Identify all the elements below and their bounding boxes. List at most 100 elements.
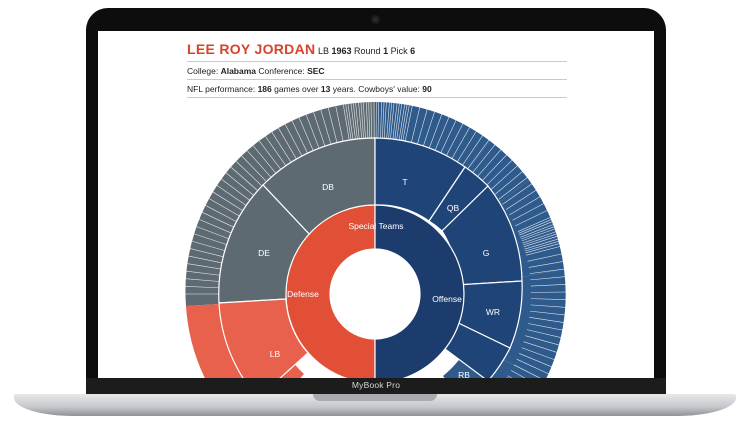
leaf-divider	[519, 353, 553, 368]
leaf-divider	[486, 159, 513, 186]
leaf-divider	[201, 211, 235, 228]
leaf-divider	[498, 177, 528, 200]
leaf-divider	[528, 323, 564, 331]
segment-defense[interactable]	[285, 204, 376, 379]
leaf-divider	[298, 117, 314, 151]
leaf-divider	[429, 113, 443, 148]
leaf-divider	[477, 149, 502, 177]
leaf-divider	[467, 139, 490, 169]
leaf-divider	[382, 102, 385, 139]
leaf-divider	[526, 245, 562, 256]
leaf-divider	[392, 103, 398, 140]
label-g: G	[483, 248, 490, 258]
leaf-divider	[271, 131, 292, 163]
leaf-divider	[241, 155, 267, 182]
leaf-divider	[472, 144, 496, 173]
leaf-divider	[520, 226, 555, 240]
draft-pick: 6	[410, 46, 416, 56]
leaf-divider	[528, 261, 565, 268]
leaf-divider	[313, 112, 326, 147]
segment-offense[interactable]	[374, 204, 465, 379]
leaf-divider	[265, 136, 287, 167]
leaf-divider	[188, 247, 224, 258]
leaf-divider	[347, 103, 354, 140]
draft-round: 1	[383, 46, 389, 56]
games-label: games over	[274, 84, 319, 94]
leaf-divider	[505, 189, 537, 210]
leaf-divider	[494, 171, 523, 195]
leaf-divider	[523, 235, 559, 248]
middle-ring	[218, 137, 523, 379]
leaf-divider	[525, 243, 561, 254]
years-label: years. Cowboys' value:	[332, 84, 420, 94]
leaf-divider	[235, 161, 263, 187]
performance-row: NFL performance: 186 games over 13 years…	[187, 80, 567, 98]
leaf-divider	[530, 310, 566, 316]
leaf-divider	[230, 166, 259, 192]
leaf-divider	[516, 358, 550, 375]
conference-value: SEC	[307, 66, 325, 76]
leaf-divider	[490, 165, 518, 190]
leaf-divider	[212, 191, 244, 212]
leaf-divider	[343, 104, 350, 141]
leaf-divider	[386, 102, 390, 139]
leaf-divider	[278, 127, 297, 160]
leaf-divider	[388, 102, 393, 139]
leaf-divider	[258, 140, 282, 170]
leaf-divider	[529, 317, 565, 324]
leaf-divider	[522, 231, 557, 244]
college-value: Alabama	[220, 66, 256, 76]
leaf-divider	[377, 102, 379, 139]
leaf-divider	[520, 223, 554, 238]
sunburst-center	[331, 250, 419, 338]
leaf-divider	[252, 145, 277, 174]
leaf-divider	[417, 109, 428, 144]
leaf-divider	[524, 238, 559, 250]
label-lb: LB	[270, 349, 281, 359]
leaf-divider	[345, 104, 352, 140]
leaf-divider	[405, 105, 413, 142]
leaf-divider	[526, 329, 562, 339]
leaf-divider	[365, 102, 369, 139]
leaf-divider	[423, 111, 435, 146]
leaf-divider	[360, 102, 364, 139]
leaf-divider	[457, 130, 477, 162]
leaf-divider	[284, 124, 303, 157]
college-label: College:	[187, 66, 219, 76]
leaf-divider	[509, 196, 541, 216]
leaf-divider	[183, 278, 220, 282]
screen: Special Teams Defense Offense DB DE LB T…	[98, 31, 654, 379]
leaf-divider	[451, 126, 471, 159]
leaf-divider	[383, 102, 387, 139]
leaf-divider	[440, 119, 457, 153]
round-label: Round	[354, 46, 381, 56]
leaf-divider	[510, 370, 543, 379]
laptop-notch	[313, 394, 437, 401]
label-t: T	[402, 177, 407, 187]
laptop-brand: MyBook Pro	[351, 380, 401, 390]
leaf-divider	[523, 233, 558, 246]
leaf-divider	[355, 102, 360, 139]
leaf-divider	[529, 268, 566, 274]
leaf-divider	[398, 104, 406, 140]
leaf-divider	[481, 154, 508, 181]
laptop-base	[14, 394, 736, 416]
label-special-teams: Special Teams	[348, 221, 403, 231]
leaf-divider	[370, 102, 373, 139]
leaf-divider	[225, 172, 255, 196]
chart-labels: Special Teams Defense Offense DB DE LB T…	[258, 177, 500, 379]
leaf-divider	[530, 276, 567, 281]
label-defense: Defense	[287, 289, 319, 299]
performance-label: NFL performance:	[187, 84, 256, 94]
leaf-divider	[291, 120, 308, 154]
leaf-divider	[195, 225, 230, 240]
leaf-divider	[380, 102, 383, 139]
leaf-dividers	[183, 102, 567, 379]
leaf-divider	[247, 150, 272, 178]
leaf-divider	[352, 103, 358, 140]
leaf-divider	[512, 203, 545, 221]
leaf-divider	[305, 114, 320, 149]
years-value: 13	[320, 84, 331, 94]
leaf-divider	[396, 103, 403, 140]
